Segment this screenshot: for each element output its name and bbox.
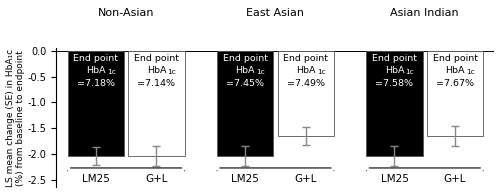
Bar bbox=[427, 51, 483, 136]
Text: End point: End point bbox=[372, 54, 417, 63]
Text: =7.18%: =7.18% bbox=[77, 79, 115, 88]
Text: End point: End point bbox=[284, 54, 329, 63]
Text: HbA: HbA bbox=[86, 66, 106, 75]
Bar bbox=[278, 51, 334, 136]
Text: Non-Asian: Non-Asian bbox=[98, 8, 154, 18]
Text: G+L: G+L bbox=[294, 174, 317, 184]
Text: G+L: G+L bbox=[145, 174, 168, 184]
Text: End point: End point bbox=[74, 54, 118, 63]
Text: LM25: LM25 bbox=[82, 174, 110, 184]
Text: Asian Indian: Asian Indian bbox=[390, 8, 459, 18]
Text: =7.49%: =7.49% bbox=[287, 79, 325, 88]
Text: LM25: LM25 bbox=[231, 174, 259, 184]
Y-axis label: LS mean change (SE) in HbA₁c
(%) from baseline to endpoint: LS mean change (SE) in HbA₁c (%) from ba… bbox=[6, 49, 25, 187]
Bar bbox=[128, 51, 184, 156]
Text: G+L: G+L bbox=[444, 174, 466, 184]
Bar bbox=[217, 51, 273, 156]
Text: 1c: 1c bbox=[107, 69, 116, 75]
Text: 1c: 1c bbox=[406, 69, 414, 75]
Text: East Asian: East Asian bbox=[246, 8, 304, 18]
Text: 1c: 1c bbox=[466, 69, 475, 75]
Text: =7.58%: =7.58% bbox=[376, 79, 414, 88]
Text: HbA: HbA bbox=[296, 66, 316, 75]
Text: End point: End point bbox=[222, 54, 268, 63]
Text: HbA: HbA bbox=[446, 66, 465, 75]
Text: HbA: HbA bbox=[146, 66, 166, 75]
Text: LM25: LM25 bbox=[380, 174, 408, 184]
Text: HbA: HbA bbox=[236, 66, 255, 75]
Text: 1c: 1c bbox=[317, 69, 326, 75]
Text: =7.67%: =7.67% bbox=[436, 79, 474, 88]
Text: End point: End point bbox=[134, 54, 179, 63]
Text: =7.14%: =7.14% bbox=[138, 79, 175, 88]
Text: 1c: 1c bbox=[256, 69, 265, 75]
Text: =7.45%: =7.45% bbox=[226, 79, 264, 88]
Text: HbA: HbA bbox=[384, 66, 404, 75]
Bar bbox=[68, 51, 124, 156]
Bar bbox=[366, 51, 422, 156]
Text: 1c: 1c bbox=[168, 69, 176, 75]
Text: End point: End point bbox=[432, 54, 478, 63]
